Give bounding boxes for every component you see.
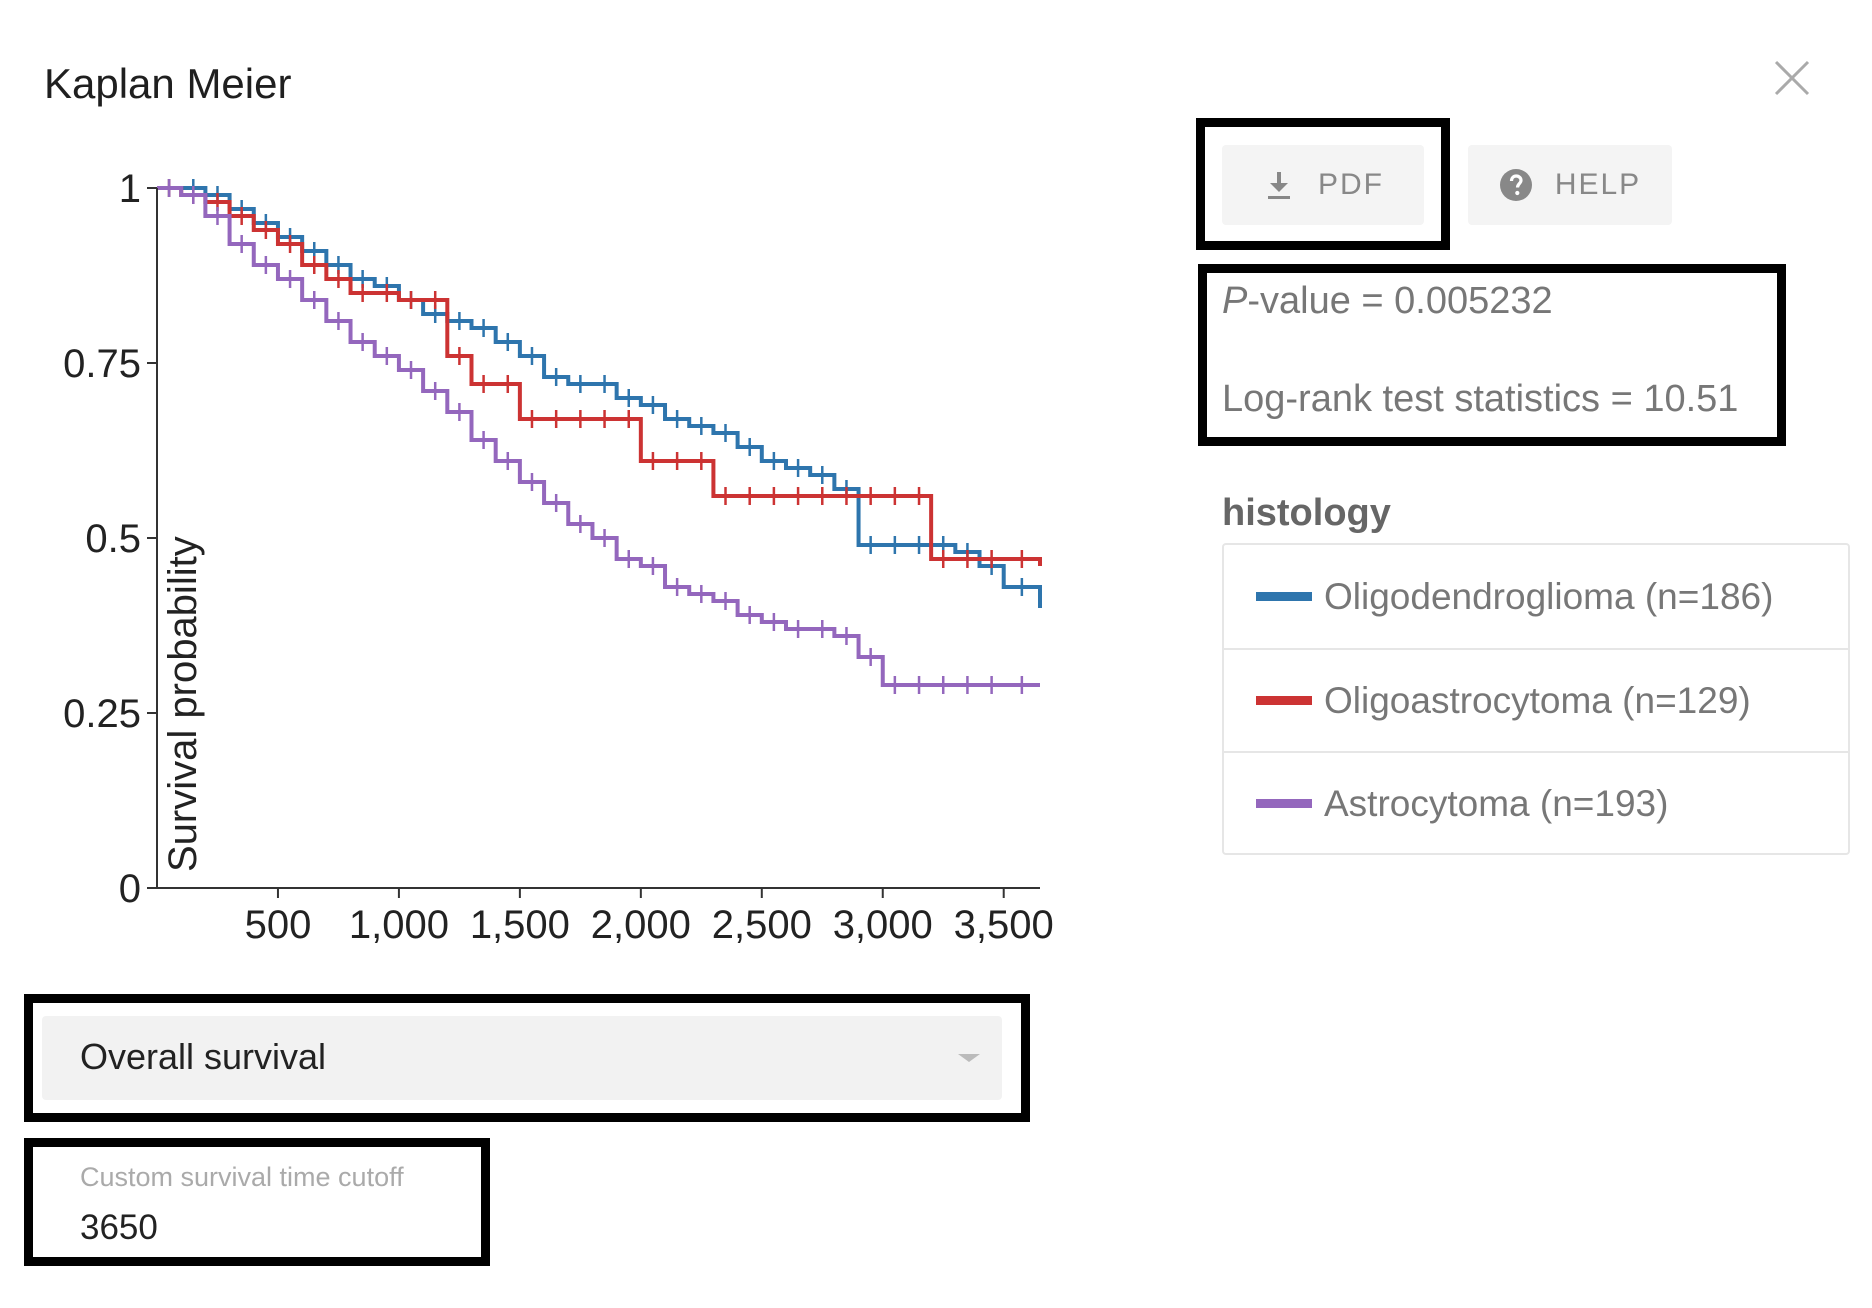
dialog-title: Kaplan Meier [44, 60, 292, 107]
help-button-label: HELP [1554, 168, 1642, 201]
x-tick-label: 1,000 [349, 903, 449, 947]
legend-item-oligoastrocytoma[interactable]: Oligoastrocytoma (n=129) [1224, 648, 1848, 751]
x-tick-label: 2,000 [591, 903, 691, 947]
legend: Oligodendroglioma (n=186) Oligoastrocyto… [1222, 543, 1850, 855]
cutoff-field-label: Custom survival time cutoff [80, 1162, 404, 1192]
survival-type-value: Overall survival [80, 1036, 327, 1077]
y-tick-label: 1 [119, 167, 141, 211]
legend-swatch [1256, 592, 1312, 601]
legend-item-astrocytoma[interactable]: Astrocytoma (n=193) [1224, 751, 1848, 854]
series-line-1 [157, 186, 1042, 566]
x-tick-label: 3,000 [833, 903, 933, 947]
close-button[interactable] [1770, 56, 1814, 100]
x-tick-label: 500 [245, 903, 312, 947]
help-button[interactable]: HELP [1468, 145, 1672, 225]
pdf-highlight-box [1196, 118, 1450, 250]
logrank-statistic-text: Log-rank test statistics = 10.51 [1222, 378, 1739, 420]
y-tick-label: 0.75 [63, 342, 141, 386]
cutoff-input[interactable] [78, 1202, 442, 1254]
y-axis-label: Survival probability [161, 536, 205, 872]
p-value-text: P-value = 0.005232 [1222, 280, 1553, 322]
cutoff-highlight-box [24, 1138, 490, 1266]
series-line-2 [157, 186, 1040, 687]
legend-item-label: Oligodendroglioma (n=186) [1324, 575, 1774, 617]
chevron-down-icon [958, 1054, 980, 1062]
pdf-download-button[interactable]: PDF [1222, 145, 1424, 225]
y-tick-label: 0.5 [85, 517, 141, 561]
legend-item-label: Oligoastrocytoma (n=129) [1324, 679, 1751, 721]
legend-swatch [1256, 696, 1312, 705]
y-tick-label: 0 [119, 867, 141, 911]
kaplan-meier-chart: 0 0.25 0.5 0.75 1 500 1,000 1,500 2,000 2,500 3,00… [63, 167, 1054, 947]
y-tick-label: 0.25 [63, 692, 141, 736]
legend-item-label: Astrocytoma (n=193) [1324, 782, 1669, 824]
legend-swatch [1256, 799, 1312, 808]
survival-type-select[interactable]: Overall survival [42, 1016, 1002, 1100]
x-tick-label: 3,500 [954, 903, 1054, 947]
cutoff-field: Custom survival time cutoff [42, 1150, 472, 1260]
x-tick-label: 2,500 [712, 903, 812, 947]
statistics-highlight-box [1198, 264, 1786, 446]
help-icon [1499, 168, 1533, 202]
select-highlight-box [24, 994, 1030, 1122]
legend-title: histology [1222, 492, 1391, 534]
x-tick-label: 1,500 [470, 903, 570, 947]
pdf-button-label: PDF [1318, 168, 1384, 201]
close-icon [1774, 60, 1810, 96]
download-icon [1262, 168, 1296, 202]
legend-item-oligodendroglioma[interactable]: Oligodendroglioma (n=186) [1224, 545, 1848, 648]
